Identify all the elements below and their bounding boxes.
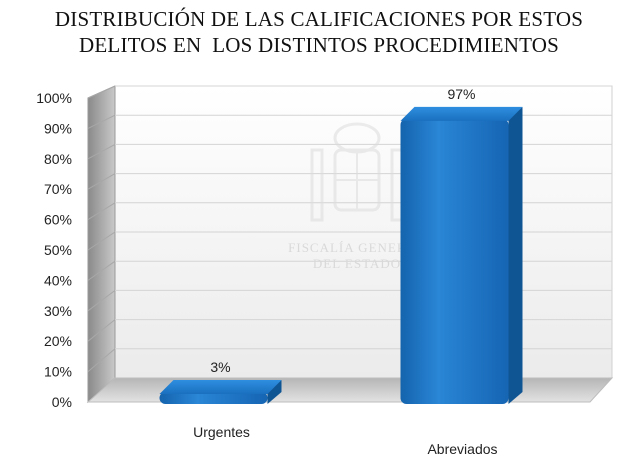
chart-title: DISTRIBUCIÓN DE LAS CALIFICACIONES POR E…	[0, 6, 638, 58]
bar-abreviados: 97%	[400, 86, 523, 404]
y-axis-tick-labels: 0% 10% 20% 30% 40% 50% 60% 70% 80% 90% 100%	[36, 90, 72, 410]
gridline-wall	[87, 348, 116, 372]
y-tick-label: 100%	[36, 90, 72, 106]
gridline-wall	[87, 290, 116, 312]
gridline-wall	[87, 173, 116, 190]
category-label: Abreviados	[427, 441, 497, 457]
y-tick-label: 10%	[44, 364, 72, 380]
watermark-line-1: FISCALÍA GENERAL	[288, 240, 426, 255]
watermark-crest	[310, 122, 404, 222]
gridline-wall	[87, 260, 116, 281]
bar-side	[508, 106, 523, 404]
y-tick-label: 90%	[44, 120, 72, 136]
y-tick-label: 40%	[44, 272, 72, 288]
y-tick-label: 30%	[44, 303, 72, 319]
y-tick-label: 20%	[44, 333, 72, 349]
watermark-line-2: DEL ESTADO	[313, 256, 401, 271]
category-label: Urgentes	[193, 424, 250, 440]
data-label: 3%	[210, 359, 230, 375]
gridline-wall	[87, 143, 116, 160]
y-tick-label: 50%	[44, 242, 72, 258]
gridline-wall	[87, 85, 116, 99]
bar-top	[400, 106, 523, 121]
gridline-wall	[87, 319, 116, 342]
y-tick-label: 60%	[44, 212, 72, 228]
y-tick-label: 80%	[44, 151, 72, 167]
bar-front	[400, 118, 509, 404]
bar-front	[159, 392, 268, 404]
y-tick-label: 0%	[52, 394, 72, 410]
gridline-wall	[87, 202, 116, 221]
x-axis-category-labels: Urgentes Abreviados	[193, 424, 497, 457]
bar-urgentes: 3%	[159, 359, 282, 404]
left-wall	[87, 85, 116, 404]
gridline-wall	[87, 114, 116, 129]
bar-top	[159, 380, 282, 394]
bar-side	[267, 380, 282, 404]
chart-title-line-2: DELITOS EN LOS DISTINTOS PROCEDIMIENTOS	[79, 33, 559, 57]
bars: 3% 97%	[159, 86, 523, 404]
gridline-wall	[87, 231, 116, 251]
chart-title-line-1: DISTRIBUCIÓN DE LAS CALIFICACIONES POR E…	[54, 7, 584, 31]
gridlines	[87, 85, 612, 372]
y-tick-label: 70%	[44, 181, 72, 197]
data-label: 97%	[447, 86, 475, 102]
